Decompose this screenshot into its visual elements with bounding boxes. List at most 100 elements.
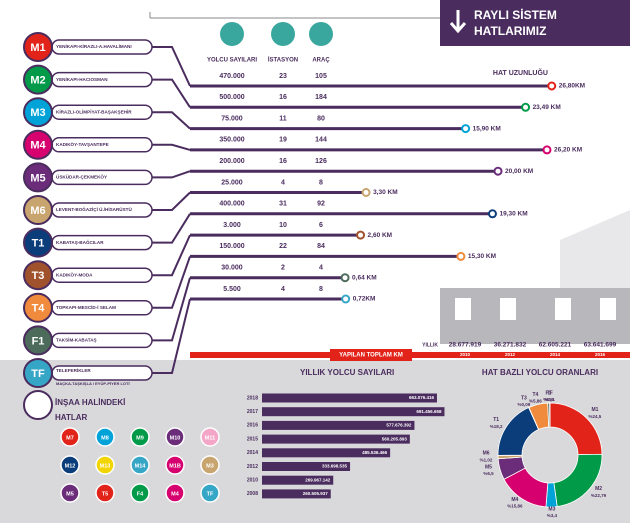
line-name: KİRAZLI-OLİMPİYAT-BAŞAKŞEHİR — [56, 108, 132, 114]
annual-value: 577.676.392 — [386, 423, 412, 428]
length-end — [356, 230, 366, 240]
stations: 16 — [279, 158, 287, 165]
share-label: %1,02 — [480, 458, 493, 463]
annual-value: 269.967.142 — [305, 477, 331, 482]
construction-code: M3 — [206, 463, 214, 469]
passengers: 5.500 — [223, 286, 241, 293]
share-code: M6 — [483, 451, 490, 457]
share-code: F1 — [545, 390, 551, 396]
length-label: 20,00 KM — [505, 168, 533, 175]
connector — [150, 143, 191, 151]
construction-code: M9 — [136, 435, 144, 441]
column-header: ARAÇ — [312, 58, 330, 64]
year-label: 2012 — [247, 464, 258, 470]
total-label: YAPILAN TOPLAM KM — [339, 353, 403, 359]
stations: 31 — [279, 201, 287, 208]
length-label: 19,30 KM — [499, 211, 527, 218]
construction-line — [95, 455, 115, 475]
line-sub: MAÇKA-TAŞKIŞLA / EYÜP-PİYER LOTİ — [56, 381, 130, 386]
share-code: M1 — [591, 407, 598, 413]
year: 2012 — [505, 352, 516, 357]
window — [500, 298, 516, 320]
length-label: 23,49 KM — [533, 104, 561, 111]
annual-value: 663.076.416 — [409, 395, 435, 400]
construction-code: M8 — [101, 435, 109, 441]
construction-code: M12 — [65, 463, 76, 469]
passengers: 25.000 — [221, 179, 243, 186]
share-code: TF — [547, 390, 553, 396]
vehicles: 8 — [319, 286, 323, 293]
header-title: RAYLI SİSTEM — [474, 7, 557, 22]
annual-title: YILLIK YOLCU SAYILARI — [300, 368, 394, 377]
annual-bar — [262, 448, 391, 458]
passengers: 500.000 — [219, 94, 244, 101]
passengers: 470.000 — [219, 73, 244, 80]
annual-value: 691.456.658 — [416, 409, 442, 414]
roof — [560, 210, 630, 288]
annual-bar — [262, 489, 331, 499]
construction-line — [165, 427, 185, 447]
line-name: ÜSKÜDAR-ÇEKMEKÖY — [56, 174, 107, 180]
line-name: YENİKAPI-HACIOSMAN — [56, 76, 108, 82]
vehicles: 92 — [317, 201, 325, 208]
annual-value: 485.536.466 — [362, 450, 388, 455]
vehicles: 126 — [315, 158, 327, 165]
annual-bar — [262, 393, 437, 403]
construction-line — [95, 427, 115, 447]
construction-line — [200, 455, 220, 475]
length-label: 0,64 KM — [352, 274, 377, 281]
construction-line — [60, 427, 80, 447]
annual-bar — [262, 475, 334, 485]
length-end — [487, 209, 497, 219]
building — [440, 210, 630, 344]
year-label: 2017 — [247, 409, 258, 415]
connector — [150, 298, 191, 374]
year-label: 2018 — [247, 395, 258, 401]
construction-code: M1B — [169, 463, 181, 469]
connector — [150, 111, 191, 130]
share-label: %24,5 — [589, 414, 602, 419]
share-label: %0,09 — [518, 402, 531, 407]
line-code: M6 — [30, 205, 45, 217]
share-code: M3 — [548, 506, 555, 512]
stations: 4 — [281, 286, 285, 293]
construction-line — [200, 483, 220, 503]
length-end — [521, 102, 531, 112]
connector — [150, 256, 191, 309]
column-header: HAT UZUNLUĞU — [493, 68, 548, 77]
share-label: %6,5 — [483, 471, 494, 476]
passengers: 400.000 — [219, 201, 244, 208]
construction-badge — [23, 390, 53, 420]
year-label: 2008 — [247, 491, 258, 497]
stations: 23 — [279, 73, 287, 80]
building-body — [440, 288, 630, 344]
year-label: 2015 — [247, 436, 258, 442]
annual-value: 333.698.535 — [322, 464, 348, 469]
stations: 16 — [279, 94, 287, 101]
length-end — [493, 166, 503, 176]
stations: 2 — [281, 265, 285, 272]
length-label: 2,60 KM — [368, 232, 393, 239]
line-badge — [23, 32, 53, 62]
icon — [271, 22, 295, 46]
year-label: 2010 — [247, 478, 258, 484]
construction-code: F4 — [137, 491, 144, 497]
annual-bar — [262, 407, 445, 417]
length-end — [340, 273, 350, 283]
construction-code: M7 — [66, 435, 74, 441]
length-label: 15,90 KM — [473, 125, 501, 132]
yearly-km: 63.641.699 — [584, 342, 617, 349]
passengers: 150.000 — [219, 243, 244, 250]
vehicles: 144 — [315, 137, 327, 144]
column-header: İSTASYON — [268, 57, 298, 64]
line-name: YENİKAPI-KİRAZLI-A.HAVALİMANI — [56, 43, 132, 49]
header-subtitle: HATLARIMIZ — [474, 24, 546, 38]
length-label: 0,72KM — [353, 296, 376, 303]
frame-line — [149, 12, 440, 19]
share-code: T3 — [521, 395, 527, 401]
vehicles: 6 — [319, 222, 323, 229]
annual-value: 560.205.893 — [382, 436, 408, 441]
passengers: 75.000 — [221, 115, 243, 122]
yearly-km: 28.677.919 — [449, 342, 482, 349]
